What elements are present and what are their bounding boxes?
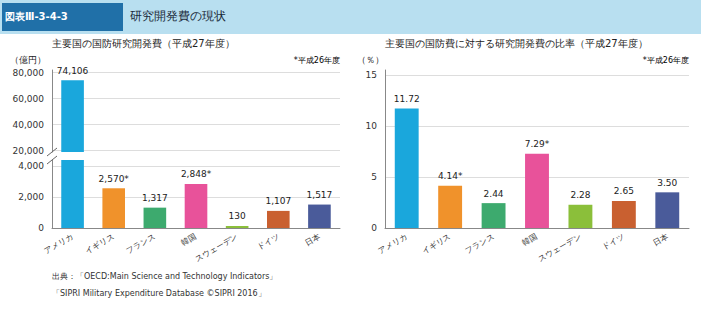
svg-text:80,000: 80,000 bbox=[13, 68, 45, 78]
svg-text:スウェーデン: スウェーデン bbox=[193, 232, 239, 264]
svg-text:（％）: （％） bbox=[357, 55, 384, 65]
svg-text:イギリス: イギリス bbox=[84, 232, 116, 256]
svg-text:図表Ⅲ-3-4-3: 図表Ⅲ-3-4-3 bbox=[5, 11, 68, 22]
svg-text:2,570*: 2,570* bbox=[99, 174, 130, 184]
svg-text:1,317: 1,317 bbox=[142, 193, 168, 203]
svg-text:2.44: 2.44 bbox=[484, 189, 504, 199]
svg-text:10: 10 bbox=[366, 121, 378, 131]
svg-text:0: 0 bbox=[371, 223, 377, 233]
svg-text:ドイツ: ドイツ bbox=[601, 232, 626, 252]
svg-text:1,107: 1,107 bbox=[265, 196, 291, 206]
svg-text:130: 130 bbox=[229, 211, 246, 221]
svg-text:フランス: フランス bbox=[464, 232, 496, 256]
svg-text:15: 15 bbox=[366, 70, 377, 80]
svg-text:11.72: 11.72 bbox=[394, 94, 420, 104]
svg-text:20,000: 20,000 bbox=[13, 146, 45, 156]
svg-text:主要国の国防研究開発費（平成27年度）: 主要国の国防研究開発費（平成27年度） bbox=[52, 38, 235, 49]
svg-text:2.28: 2.28 bbox=[570, 190, 590, 200]
svg-text:韓国: 韓国 bbox=[521, 232, 539, 248]
svg-text:出典：「OECD:Main Science and Tech: 出典：「OECD:Main Science and Technology Ind… bbox=[52, 272, 277, 281]
svg-text:7.29*: 7.29* bbox=[525, 139, 550, 149]
svg-text:*平成26年度: *平成26年度 bbox=[294, 56, 340, 65]
svg-text:研究開発費の現状: 研究開発費の現状 bbox=[130, 9, 226, 23]
svg-text:フランス: フランス bbox=[125, 232, 157, 256]
svg-text:日本: 日本 bbox=[651, 232, 669, 248]
svg-text:主要国の国防費に対する研究開発費の比率（平成27年度）: 主要国の国防費に対する研究開発費の比率（平成27年度） bbox=[385, 38, 648, 49]
svg-text:2.65: 2.65 bbox=[614, 186, 634, 196]
svg-text:4.14*: 4.14* bbox=[438, 171, 463, 181]
svg-text:3.50: 3.50 bbox=[657, 178, 677, 188]
svg-text:（億円）: （億円） bbox=[10, 55, 46, 65]
svg-text:イギリス: イギリス bbox=[420, 232, 452, 256]
svg-text:「SIPRI Military Expenditure Da: 「SIPRI Military Expenditure Database ©SI… bbox=[52, 289, 266, 298]
svg-text:0: 0 bbox=[38, 223, 44, 233]
svg-text:アメリカ: アメリカ bbox=[43, 232, 75, 256]
svg-text:4,000: 4,000 bbox=[18, 161, 44, 171]
svg-text:1,517: 1,517 bbox=[307, 190, 333, 200]
svg-text:2,848*: 2,848* bbox=[181, 169, 212, 179]
svg-text:74,106: 74,106 bbox=[57, 66, 89, 76]
svg-text:アメリカ: アメリカ bbox=[377, 232, 409, 256]
svg-text:60,000: 60,000 bbox=[13, 94, 45, 104]
svg-text:40,000: 40,000 bbox=[13, 120, 45, 130]
svg-text:2,000: 2,000 bbox=[18, 192, 44, 202]
svg-text:韓国: 韓国 bbox=[180, 232, 198, 248]
svg-text:スウェーデン: スウェーデン bbox=[537, 232, 583, 264]
svg-text:5: 5 bbox=[371, 172, 377, 182]
svg-text:日本: 日本 bbox=[303, 232, 321, 248]
svg-text:*平成26年度: *平成26年度 bbox=[643, 56, 689, 65]
svg-text:ドイツ: ドイツ bbox=[255, 232, 280, 252]
